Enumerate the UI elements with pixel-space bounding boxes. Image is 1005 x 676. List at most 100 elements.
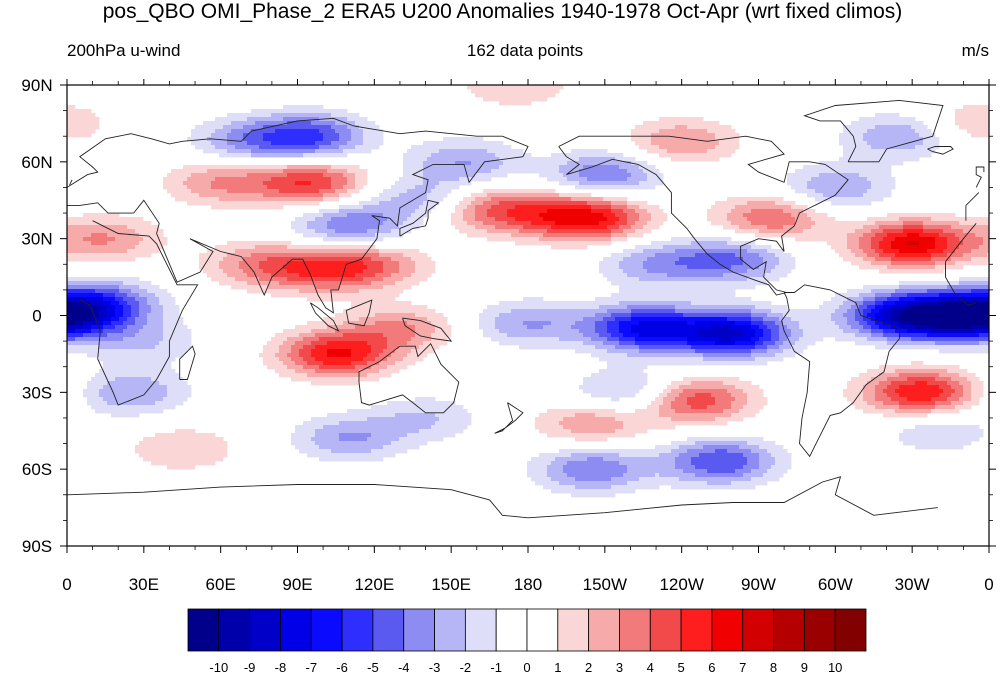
field-cell — [979, 121, 984, 126]
field-cell — [315, 141, 320, 146]
field-cell — [355, 113, 360, 118]
field-cell — [519, 149, 524, 154]
field-cell — [651, 221, 656, 226]
field-cell — [463, 177, 468, 182]
field-cell — [883, 217, 888, 222]
field-cell — [799, 173, 804, 178]
field-cell — [83, 129, 88, 134]
field-cell — [819, 169, 824, 174]
field-cell — [239, 201, 244, 206]
field-cell — [639, 177, 644, 182]
field-cell — [691, 129, 696, 134]
field-cell — [323, 197, 328, 202]
field-cell — [675, 121, 680, 126]
field-cell — [487, 233, 492, 238]
field-cell — [375, 145, 380, 150]
field-cell — [283, 141, 288, 146]
field-cell — [523, 189, 528, 194]
field-cell — [251, 197, 256, 202]
field-cell — [851, 185, 856, 190]
field-cell — [899, 229, 904, 234]
field-cell — [411, 197, 416, 202]
field-cell — [679, 133, 684, 138]
field-cell — [355, 173, 360, 178]
field-cell — [639, 221, 644, 226]
field-cell — [583, 157, 588, 162]
field-cell — [547, 197, 552, 202]
field-cell — [363, 209, 368, 214]
field-cell — [899, 129, 904, 134]
field-cell — [675, 261, 680, 266]
field-cell — [799, 177, 804, 182]
field-cell — [787, 217, 792, 222]
field-cell — [319, 193, 324, 198]
field-cell — [227, 181, 232, 186]
field-cell — [287, 249, 292, 254]
field-cell — [839, 161, 844, 166]
field-cell — [359, 169, 364, 174]
field-cell — [779, 225, 784, 230]
field-cell — [875, 257, 880, 262]
field-cell — [591, 173, 596, 178]
field-cell — [163, 237, 168, 242]
field-cell — [639, 213, 644, 218]
field-cell — [119, 233, 124, 238]
field-cell — [603, 169, 608, 174]
field-cell — [327, 173, 332, 178]
field-cell — [615, 165, 620, 170]
field-cell — [103, 229, 108, 234]
field-cell — [595, 173, 600, 178]
field-cell — [831, 241, 836, 246]
field-cell — [639, 209, 644, 214]
field-cell — [735, 213, 740, 218]
field-cell — [639, 129, 644, 134]
field-cell — [747, 257, 752, 262]
field-cell — [539, 193, 544, 198]
field-cell — [339, 225, 344, 230]
field-cell — [243, 253, 248, 258]
field-cell — [875, 241, 880, 246]
field-cell — [255, 117, 260, 122]
field-cell — [847, 189, 852, 194]
field-cell — [107, 249, 112, 254]
field-cell — [339, 121, 344, 126]
field-cell — [151, 233, 156, 238]
field-cell — [619, 165, 624, 170]
field-cell — [263, 113, 268, 118]
field-cell — [395, 205, 400, 210]
field-cell — [895, 261, 900, 266]
field-cell — [303, 125, 308, 130]
field-cell — [887, 193, 892, 198]
field-cell — [607, 217, 612, 222]
field-cell — [335, 221, 340, 226]
field-cell — [839, 249, 844, 254]
field-cell — [851, 169, 856, 174]
field-cell — [363, 133, 368, 138]
field-cell — [207, 129, 212, 134]
field-cell — [667, 241, 672, 246]
field-cell — [491, 153, 496, 158]
field-cell — [563, 217, 568, 222]
field-cell — [407, 197, 412, 202]
field-cell — [127, 221, 132, 226]
field-cell — [879, 161, 884, 166]
field-cell — [483, 189, 488, 194]
field-cell — [723, 201, 728, 206]
field-cell — [335, 197, 340, 202]
field-cell — [255, 133, 260, 138]
field-cell — [443, 145, 448, 150]
field-cell — [907, 229, 912, 234]
field-cell — [499, 201, 504, 206]
field-cell — [459, 149, 464, 154]
field-cell — [911, 253, 916, 258]
field-cell — [539, 205, 544, 210]
field-cell — [727, 217, 732, 222]
field-cell — [91, 125, 96, 130]
field-cell — [487, 157, 492, 162]
field-cell — [479, 173, 484, 178]
field-cell — [423, 193, 428, 198]
field-cell — [959, 233, 964, 238]
field-cell — [495, 89, 500, 94]
field-cell — [471, 197, 476, 202]
field-cell — [607, 181, 612, 186]
